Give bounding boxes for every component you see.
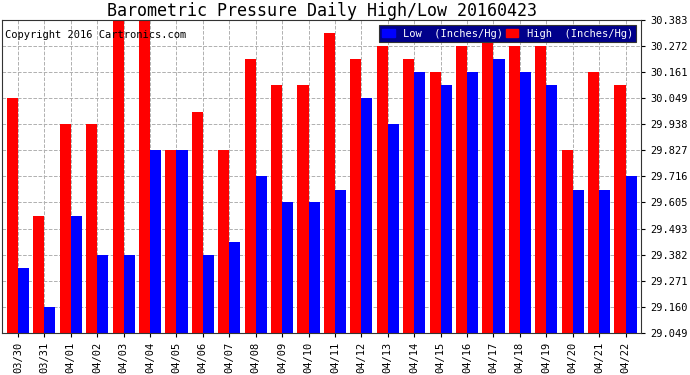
Bar (599, 189, 610, 333)
Bar (44, 307, 55, 333)
Bar (218, 150, 229, 333)
Bar (7, 99, 18, 333)
Bar (177, 150, 188, 333)
Bar (229, 242, 240, 333)
Bar (256, 177, 267, 333)
Bar (139, 20, 150, 333)
Bar (150, 150, 161, 333)
Bar (351, 59, 362, 333)
Bar (86, 124, 97, 333)
Text: Copyright 2016 Cartronics.com: Copyright 2016 Cartronics.com (6, 30, 186, 40)
Bar (377, 46, 388, 333)
Bar (520, 72, 531, 333)
Bar (535, 46, 546, 333)
Bar (71, 216, 82, 333)
Bar (456, 46, 467, 333)
Bar (403, 59, 414, 333)
Bar (297, 86, 308, 333)
Bar (388, 124, 399, 333)
Title: Barometric Pressure Daily High/Low 20160423: Barometric Pressure Daily High/Low 20160… (107, 2, 537, 20)
Bar (33, 216, 44, 333)
Bar (626, 177, 637, 333)
Bar (124, 255, 135, 333)
Bar (573, 189, 584, 333)
Bar (112, 20, 124, 333)
Bar (493, 59, 504, 333)
Bar (482, 33, 493, 333)
Legend: Low  (Inches/Hg), High  (Inches/Hg): Low (Inches/Hg), High (Inches/Hg) (379, 26, 636, 42)
Bar (324, 33, 335, 333)
Bar (562, 150, 573, 333)
Bar (441, 86, 452, 333)
Bar (414, 72, 425, 333)
Bar (588, 72, 599, 333)
Bar (97, 255, 108, 333)
Bar (308, 202, 319, 333)
Bar (18, 267, 29, 333)
Bar (203, 255, 214, 333)
Bar (429, 72, 441, 333)
Bar (614, 86, 626, 333)
Bar (546, 86, 558, 333)
Bar (192, 112, 203, 333)
Bar (335, 189, 346, 333)
Bar (362, 99, 373, 333)
Bar (271, 86, 282, 333)
Bar (166, 150, 177, 333)
Bar (509, 46, 520, 333)
Bar (244, 59, 256, 333)
Bar (467, 72, 478, 333)
Bar (282, 202, 293, 333)
Bar (59, 124, 71, 333)
